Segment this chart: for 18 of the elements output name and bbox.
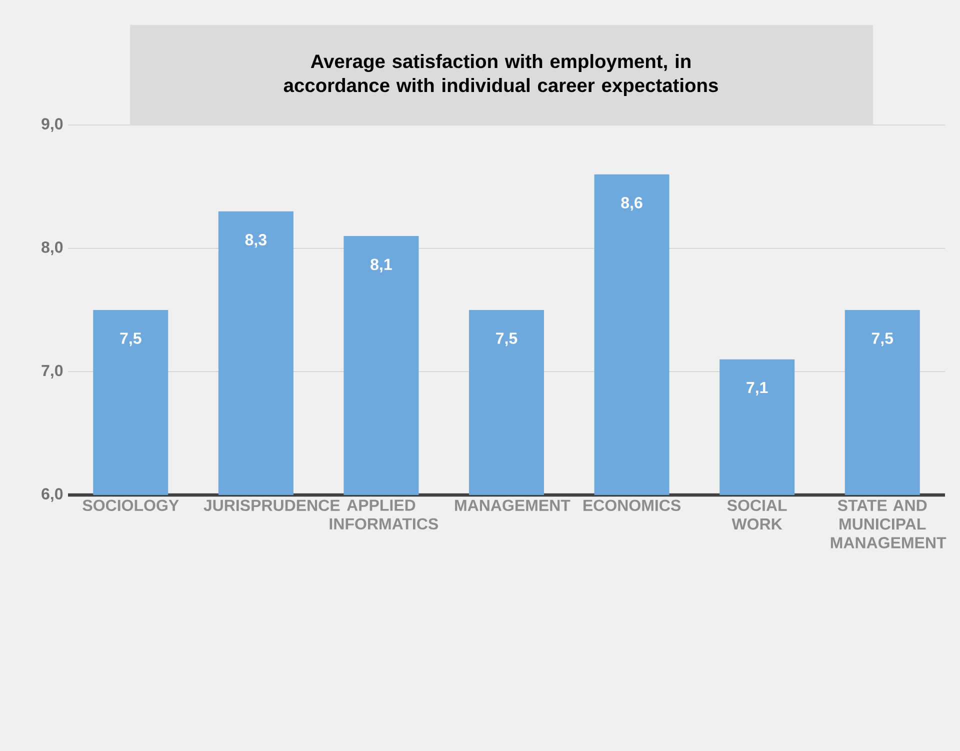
x-tick-label: STATE AND MUNICIPAL MANAGEMENT [830, 500, 946, 548]
data-label: 8,3 [245, 234, 266, 248]
data-label: 7,1 [746, 382, 768, 396]
y-tick-label: 6,0 [42, 488, 63, 502]
y-tick-label: 9,0 [42, 118, 63, 132]
data-label: 8,1 [370, 258, 392, 272]
x-tick-label: MANAGEMENT [455, 500, 570, 512]
y-tick-label: 8,0 [42, 242, 63, 256]
x-tick-label: ECONOMICS [584, 500, 680, 512]
data-label: 7,5 [120, 332, 142, 346]
data-label: 7,5 [496, 332, 518, 346]
x-tick-label: SOCIOLOGY [82, 500, 179, 512]
chart-title: Average satisfaction with employment, in accordance with individual career expectations [284, 54, 718, 96]
data-label: 8,6 [621, 197, 642, 211]
data-label: 7,5 [872, 332, 894, 346]
y-tick-label: 7,0 [42, 364, 63, 378]
x-tick-label: JURISPRUDENCE [204, 500, 340, 512]
x-tick-label: SOCIAL WORK [727, 500, 787, 530]
